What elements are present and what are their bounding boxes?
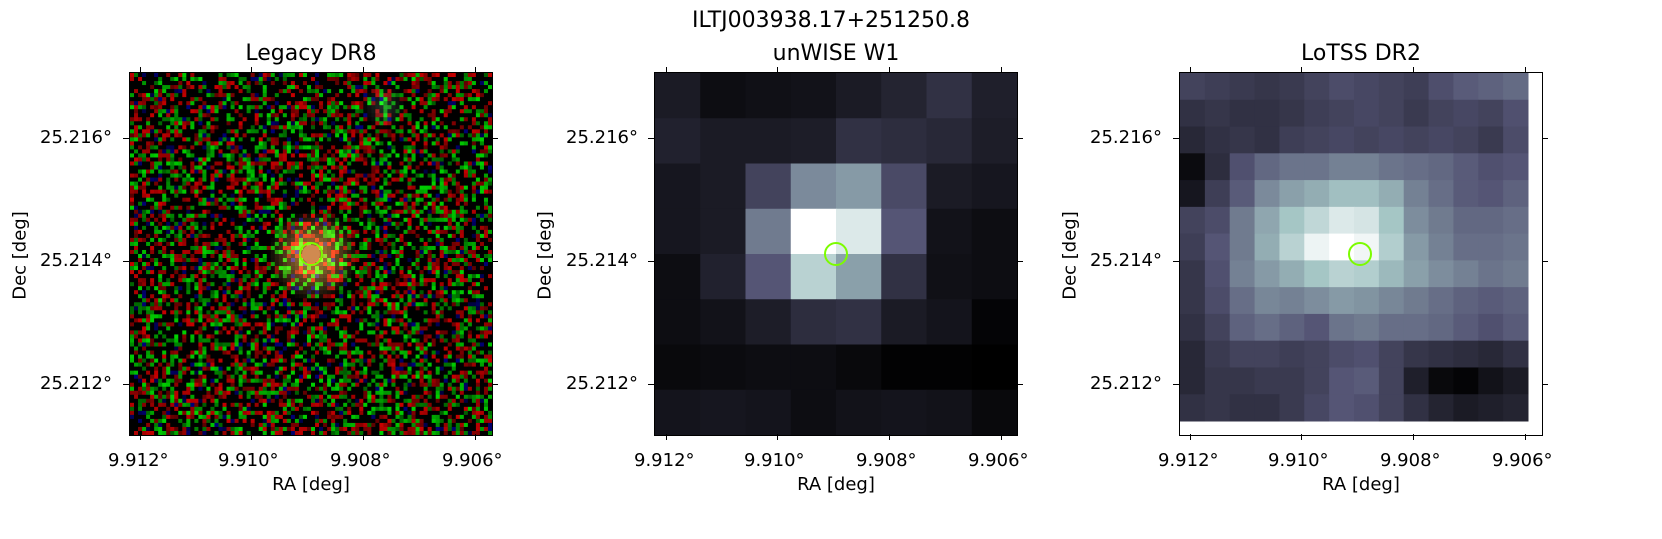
y-axis-label: Dec [deg]	[1059, 211, 1081, 300]
panel-title: Legacy DR8	[245, 41, 377, 66]
y-tick-label: 25.216°	[40, 127, 112, 148]
y-tick-label: 25.214°	[566, 250, 638, 271]
y-tick-label: 25.212°	[40, 373, 112, 394]
y-tick-label: 25.214°	[40, 250, 112, 271]
y-axis-label: Dec [deg]	[534, 211, 556, 300]
x-tick-label: 9.908°	[856, 450, 917, 471]
y-tick-label: 25.216°	[1090, 127, 1162, 148]
unwise-image	[654, 72, 1018, 436]
y-tick-label: 25.214°	[1090, 250, 1162, 271]
source-marker-circle	[824, 242, 848, 266]
x-tick-label: 9.910°	[744, 450, 805, 471]
x-tick-label: 9.906°	[968, 450, 1029, 471]
x-tick-label: 9.908°	[1380, 450, 1441, 471]
x-tick-label: 9.908°	[330, 450, 391, 471]
legacy-image	[129, 72, 493, 436]
figure-title: ILTJ003938.17+251250.8	[691, 8, 971, 33]
y-tick-label: 25.212°	[566, 373, 638, 394]
x-tick-label: 9.906°	[442, 450, 503, 471]
x-tick-label: 9.912°	[1158, 450, 1219, 471]
y-axis-label: Dec [deg]	[9, 211, 31, 300]
y-tick-label: 25.216°	[566, 127, 638, 148]
x-tick-label: 9.910°	[1268, 450, 1329, 471]
panel-title: LoTSS DR2	[1301, 41, 1421, 66]
x-axis-label: RA [deg]	[1322, 474, 1400, 495]
x-tick-label: 9.906°	[1492, 450, 1553, 471]
panel-title: unWISE W1	[772, 41, 900, 66]
lotss-image	[1179, 72, 1543, 436]
x-tick-label: 9.912°	[108, 450, 169, 471]
y-tick-label: 25.212°	[1090, 373, 1162, 394]
x-axis-label: RA [deg]	[272, 474, 350, 495]
x-tick-label: 9.912°	[634, 450, 695, 471]
x-axis-label: RA [deg]	[797, 474, 875, 495]
source-marker-circle	[1348, 242, 1372, 266]
x-tick-label: 9.910°	[218, 450, 279, 471]
source-marker-circle	[299, 242, 323, 266]
